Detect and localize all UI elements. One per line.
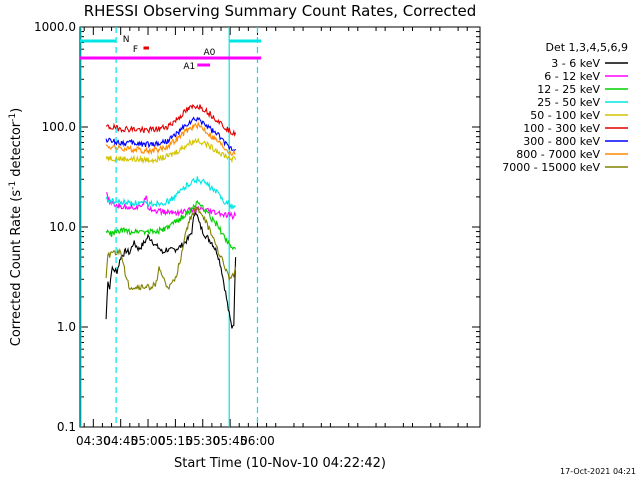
legend-entry-label: 3 - 6 keV (551, 57, 600, 70)
vertical-markers (80, 27, 259, 427)
flag-bar-label: N (123, 35, 130, 45)
flag-bar-label: A1 (183, 62, 195, 72)
legend-entry-label: 50 - 100 keV (530, 109, 600, 122)
legend-entry-label: 100 - 300 keV (523, 122, 600, 135)
flag-bar-label: A0 (203, 48, 215, 58)
y-tick-label: 10.0 (49, 220, 76, 234)
x-tick-label: 05:30 (185, 434, 220, 448)
series-line (105, 176, 236, 210)
x-axis-label: Start Time (10-Nov-10 04:22:42) (174, 456, 386, 471)
x-tick-label: 05:00 (131, 434, 166, 448)
y-tick-label: 100.0 (42, 120, 76, 134)
flag-bars: NF A0 A1 (80, 35, 262, 72)
series-line (105, 137, 237, 165)
x-tick-label: 04:45 (103, 434, 138, 448)
y-tick-label: 0.1 (57, 420, 76, 434)
legend-entry-label: 800 - 7000 keV (516, 148, 600, 161)
x-tick-label: 06:00 (240, 434, 275, 448)
legend-entry-label: 12 - 25 keV (537, 83, 600, 96)
chart-title: RHESSI Observing Summary Count Rates, Co… (84, 2, 477, 20)
series-line (105, 120, 236, 157)
series-line (105, 206, 237, 291)
y-axis-label: Corrected Count Rate (s-1 detector-1) (8, 108, 24, 346)
x-tick-label: 05:15 (158, 434, 193, 448)
legend-entry-label: 6 - 12 keV (544, 70, 600, 83)
legend-entry-label: 300 - 800 keV (523, 135, 600, 148)
series-line (105, 200, 237, 251)
legend-entry-label: 25 - 50 keV (537, 96, 600, 109)
x-tick-label: 04:30 (76, 434, 111, 448)
legend-header: Det 1,3,4,5,6,9 (545, 41, 628, 54)
series-line (105, 192, 237, 221)
series-line (105, 210, 237, 329)
series-line (105, 103, 237, 138)
y-tick-label: 1.0 (57, 320, 76, 334)
y-tick-label: 1000.0 (34, 20, 76, 34)
series-lines (105, 103, 237, 329)
legend-entry-label: 7000 - 15000 keV (502, 161, 600, 174)
x-tick-label: 05:45 (213, 434, 248, 448)
series-line (105, 116, 237, 152)
flag-bar-label: F (133, 45, 138, 55)
footer-date: 17-Oct-2021 04:21 (560, 467, 636, 476)
